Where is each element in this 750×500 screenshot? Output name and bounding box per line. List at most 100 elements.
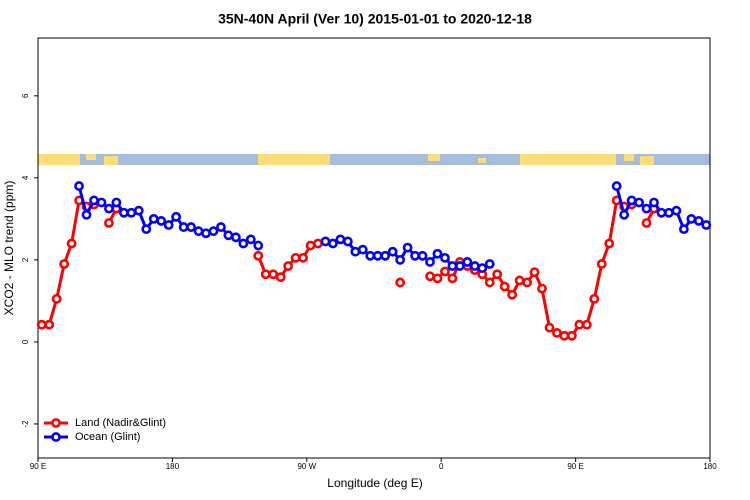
data-point (701, 220, 712, 230)
data-point (118, 207, 129, 218)
data-point (641, 218, 652, 228)
data-point (350, 246, 361, 257)
legend-marker (51, 418, 61, 428)
y-axis-label: XCO2 - MLO trend (ppm) (2, 181, 16, 316)
data-point (469, 261, 480, 271)
data-point (634, 197, 644, 208)
data-point (59, 259, 70, 269)
data-point (133, 205, 144, 216)
data-point (649, 197, 659, 208)
x-tick-label: 0 (439, 462, 444, 471)
data-point (440, 252, 450, 263)
x-tick-label: 180 (703, 462, 717, 471)
data-point (171, 211, 182, 222)
data-point (193, 226, 204, 237)
data-point (447, 261, 458, 271)
data-point (425, 271, 435, 282)
y-tick-label: -2 (21, 420, 30, 428)
data-point (328, 238, 338, 249)
data-point (201, 228, 211, 239)
data-point (96, 197, 107, 208)
data-point (163, 220, 174, 230)
data-point (342, 236, 353, 247)
data-point (484, 259, 495, 269)
data-point (148, 213, 159, 224)
data-point (126, 207, 137, 218)
data-point (253, 250, 264, 261)
data-point (365, 250, 376, 261)
x-tick-label: 90 E (30, 462, 46, 471)
legend-label: Land (Nadir&Glint) (75, 417, 166, 429)
data-point (104, 203, 114, 214)
data-point (223, 230, 234, 241)
data-point (432, 248, 443, 259)
data-point (596, 259, 607, 269)
data-point (425, 257, 435, 267)
data-point (290, 252, 301, 263)
data-point (402, 242, 413, 253)
series-line (41, 197, 656, 338)
legend-marker (51, 432, 61, 442)
y-tick-label: 6 (21, 93, 30, 98)
data-point (514, 275, 525, 286)
y-tick-label: 0 (21, 339, 30, 344)
data-point (566, 330, 577, 341)
x-tick-label: 180 (166, 462, 180, 471)
data-point (387, 246, 398, 257)
data-point (432, 273, 443, 284)
data-point (320, 236, 331, 247)
data-point (581, 319, 592, 330)
data-point (260, 269, 271, 280)
chart-title: 35N-40N April (Ver 10) 2015-01-01 to 202… (218, 11, 532, 27)
land-ocean-strip (38, 154, 710, 165)
data-point (552, 328, 562, 338)
x-tick-label: 90 E (567, 462, 583, 471)
data-point (559, 330, 570, 341)
data-point (305, 240, 316, 251)
data-point (253, 240, 264, 251)
data-point (36, 319, 47, 330)
data-point (440, 266, 450, 277)
data-point (537, 283, 547, 294)
data-point (51, 293, 62, 304)
data-point (686, 213, 697, 224)
data-point (313, 238, 323, 249)
data-point (230, 232, 241, 243)
data-point (395, 277, 406, 288)
data-point (268, 269, 279, 280)
data-point (216, 222, 226, 232)
x-tick-label: 90 W (297, 462, 316, 471)
data-point (656, 207, 667, 218)
data-point (492, 269, 503, 280)
legend-label: Ocean (Glint) (75, 431, 140, 443)
data-point (664, 207, 674, 218)
data-point (589, 293, 600, 304)
data-point (141, 224, 152, 235)
data-point (104, 218, 114, 228)
data-point (380, 250, 391, 261)
data-point (111, 197, 122, 208)
data-point (454, 261, 465, 271)
data-point (604, 238, 615, 249)
data-point (678, 224, 689, 235)
data-point (66, 238, 77, 249)
data-point (245, 234, 256, 245)
data-point (544, 322, 555, 333)
data-point (156, 216, 167, 226)
data-point (574, 319, 585, 330)
data-point (186, 222, 196, 232)
data-point (81, 209, 92, 220)
data-point (671, 205, 682, 216)
data-point (417, 250, 428, 261)
data-point (499, 281, 510, 292)
data-point (178, 222, 189, 232)
plot-frame (37, 37, 711, 459)
x-axis-label: Longitude (deg E) (327, 476, 422, 490)
data-point (395, 254, 406, 265)
data-point (619, 209, 630, 220)
data-point (477, 263, 488, 273)
data-point (335, 234, 346, 245)
y-tick-label: 4 (21, 175, 30, 180)
data-point (238, 238, 249, 249)
data-point (372, 250, 383, 261)
